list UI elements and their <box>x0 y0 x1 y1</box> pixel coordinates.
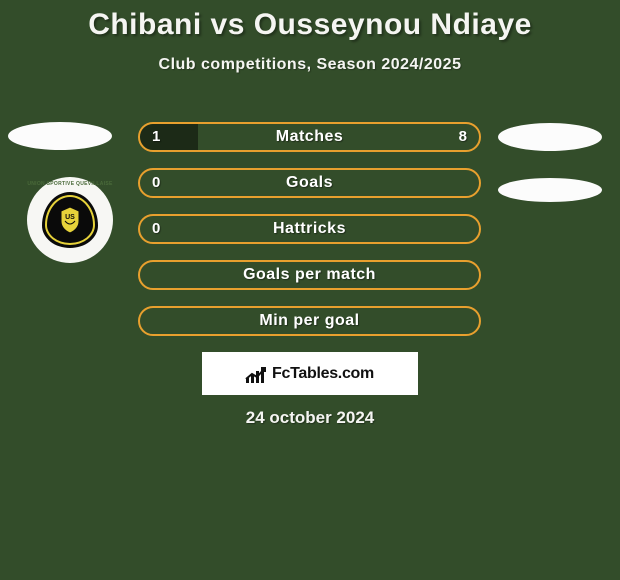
stat-label: Goals <box>140 170 479 196</box>
fctables-text: FcTables.com <box>272 365 374 383</box>
page-title: Chibani vs Ousseynou Ndiaye <box>0 0 620 42</box>
stat-label: Hattricks <box>140 216 479 242</box>
stat-row: Min per goal <box>138 306 481 336</box>
club-badge-text: UNION SPORTIVE QUEVILLAISE <box>27 181 113 187</box>
fctables-arrow-icon <box>244 365 268 383</box>
stat-label: Goals per match <box>140 262 479 288</box>
club-badge-ring <box>45 195 95 245</box>
stat-label: Min per goal <box>140 308 479 334</box>
club-badge-inner: US <box>42 192 98 248</box>
player-oval <box>498 123 602 151</box>
stat-row: Goals per match <box>138 260 481 290</box>
date-text: 24 october 2024 <box>0 408 620 428</box>
player-oval <box>8 122 112 150</box>
fctables-watermark: FcTables.com <box>202 352 418 395</box>
stat-label: Matches <box>140 124 479 150</box>
stats-table: 1Matches8 0Goals 0Hattricks Goals per match… <box>138 122 481 352</box>
club-badge-left: UNION SPORTIVE QUEVILLAISE US <box>27 177 113 263</box>
stat-row: 0Goals <box>138 168 481 198</box>
fctables-icon <box>246 365 268 383</box>
subtitle: Club competitions, Season 2024/2025 <box>0 56 620 74</box>
stat-row: 0Hattricks <box>138 214 481 244</box>
stat-row: 1Matches8 <box>138 122 481 152</box>
stat-value-right: 8 <box>459 124 467 150</box>
player-oval <box>498 178 602 202</box>
